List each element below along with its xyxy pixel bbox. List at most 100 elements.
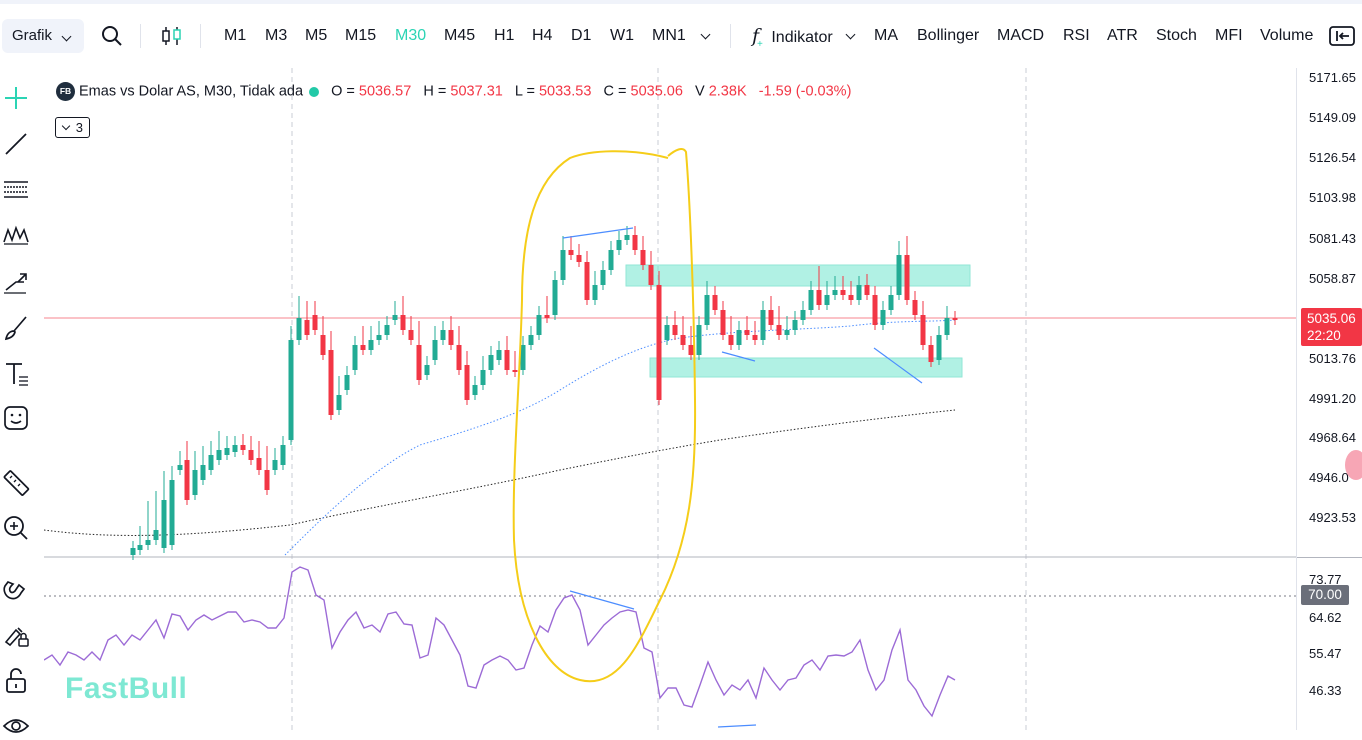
eye-icon[interactable]: [2, 712, 30, 740]
candle-body: [312, 315, 318, 330]
low-value: 5033.53: [538, 83, 592, 100]
flag-icon[interactable]: [1345, 450, 1362, 480]
price-label: 5081.43: [1309, 231, 1356, 246]
projection-icon[interactable]: [2, 268, 30, 296]
indicator-label: Indikator: [771, 29, 833, 46]
timeframe-mn1[interactable]: MN1: [652, 27, 686, 44]
emoji-icon[interactable]: [2, 404, 30, 432]
candle-body: [632, 235, 638, 250]
price-chart[interactable]: [44, 68, 1296, 730]
candle-body: [224, 448, 230, 455]
timeframe-d1[interactable]: D1: [571, 27, 592, 44]
indicator-ma[interactable]: MA: [874, 27, 898, 44]
fib-retracement-icon[interactable]: [2, 176, 30, 204]
timeframe-m30[interactable]: M30: [395, 27, 427, 44]
candle-body: [272, 460, 278, 470]
timeframe-m5[interactable]: M5: [305, 27, 328, 44]
candle-body: [448, 330, 454, 345]
separator: [140, 24, 141, 48]
timeframe-m45[interactable]: M45: [444, 27, 476, 44]
function-icon: f: [752, 25, 760, 47]
price-axis[interactable]: 5171.65 5149.09 5126.54 5103.98 5081.43 …: [1296, 68, 1362, 730]
candle-body: [600, 270, 606, 285]
candle-body: [888, 295, 894, 310]
indicator-volume[interactable]: Volume: [1260, 27, 1314, 44]
indicator-stoch[interactable]: Stoch: [1156, 27, 1197, 44]
unlock-icon[interactable]: [2, 666, 30, 694]
pattern-icon[interactable]: [2, 222, 30, 250]
zoom-in-icon[interactable]: [2, 514, 30, 542]
indicator-collapse-button[interactable]: 3: [55, 117, 90, 138]
top-border: [0, 0, 1362, 4]
rsi-label: 73.77: [1309, 572, 1342, 587]
candlesticks: [130, 226, 958, 560]
candle-body: [808, 290, 814, 310]
search-icon[interactable]: [100, 24, 124, 52]
candle-body: [440, 330, 446, 340]
candle-body: [328, 350, 334, 415]
separator: [730, 24, 731, 48]
crosshair-icon[interactable]: [2, 84, 30, 112]
candle-body: [944, 318, 950, 335]
candle-body: [952, 318, 958, 320]
candle-body: [624, 235, 630, 240]
indicator-rsi[interactable]: RSI: [1063, 27, 1090, 44]
candle-body: [137, 545, 143, 550]
drawing-annotations[interactable]: [512, 148, 923, 728]
candle-body: [161, 500, 167, 548]
timeframe-h4[interactable]: H4: [532, 27, 553, 44]
support-zone: [649, 357, 963, 378]
trend-line: [873, 347, 923, 384]
chevron-down-icon: [61, 31, 72, 42]
timeframe-m15[interactable]: M15: [345, 27, 377, 44]
close-value: 5035.06: [630, 83, 683, 100]
plus-icon: +: [757, 39, 763, 50]
bearish-divergence-rsi-line: [569, 590, 635, 610]
chart-type-label: Grafik: [12, 27, 53, 44]
text-icon[interactable]: [2, 360, 30, 388]
ma-fast-line: [284, 319, 956, 556]
rsi-label: 55.47: [1309, 646, 1342, 661]
indicator-atr[interactable]: ATR: [1107, 27, 1138, 44]
rsi-label: 46.33: [1309, 683, 1342, 698]
candle-body: [904, 255, 910, 300]
chart-type-dropdown[interactable]: Grafik: [2, 19, 84, 53]
candle-body: [177, 465, 183, 470]
timeframe-more-chevron-icon[interactable]: [700, 22, 714, 50]
indicator-bollinger[interactable]: Bollinger: [917, 27, 980, 44]
chevron-down-icon: [845, 29, 856, 40]
timeframe-w1[interactable]: W1: [610, 27, 634, 44]
current-price-tag: 5035.06 22:20: [1301, 308, 1362, 346]
candle-body: [544, 315, 550, 318]
candle-body: [568, 250, 574, 255]
indicator-dropdown[interactable]: f+ Indikator: [752, 22, 858, 50]
candle-body: [320, 335, 326, 355]
candle-body: [528, 335, 534, 345]
lock-drawing-icon[interactable]: [2, 620, 30, 648]
symbol-name[interactable]: Emas vs Dolar AS, M30, Tidak ada: [79, 83, 304, 100]
trend-line-icon[interactable]: [2, 130, 30, 158]
brush-icon[interactable]: [2, 314, 30, 342]
candle-body: [184, 460, 190, 500]
candle-body: [672, 325, 678, 335]
magnet-icon[interactable]: [2, 574, 30, 602]
candles-icon[interactable]: [160, 24, 184, 52]
indicator-mfi[interactable]: MFI: [1215, 27, 1243, 44]
timeframe-m1[interactable]: M1: [224, 27, 247, 44]
price-label: 5126.54: [1309, 150, 1356, 165]
support-resistance-zones[interactable]: [625, 264, 971, 378]
candle-body: [145, 540, 151, 545]
candle-body: [920, 315, 926, 345]
candle-body: [456, 345, 462, 370]
candle-body: [536, 315, 542, 335]
timeframe-h1[interactable]: H1: [494, 27, 515, 44]
exit-fullscreen-icon[interactable]: [1328, 24, 1356, 48]
candle-body: [680, 335, 686, 345]
indicator-macd[interactable]: MACD: [997, 27, 1045, 44]
timeframe-m3[interactable]: M3: [265, 27, 288, 44]
pane-divider[interactable]: [1297, 557, 1362, 558]
price-label: 4946.0: [1309, 470, 1349, 485]
ruler-icon[interactable]: [2, 468, 30, 496]
candle-body: [824, 295, 830, 305]
candle-body: [408, 330, 414, 340]
